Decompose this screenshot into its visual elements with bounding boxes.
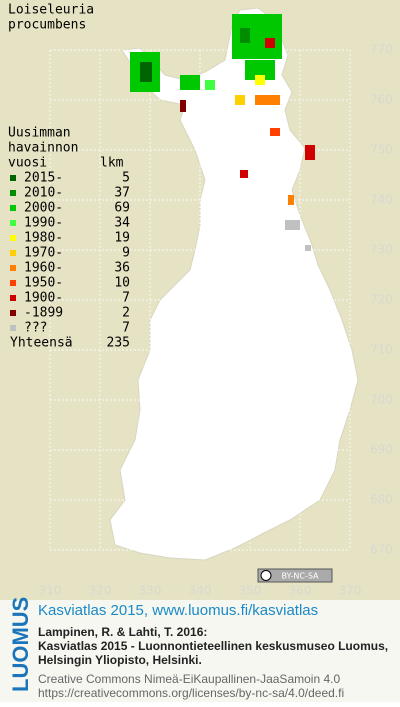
legend-count: 69	[114, 201, 130, 216]
occurrence-square	[240, 170, 248, 178]
occurrence-square	[205, 80, 215, 90]
east-label: 360	[289, 584, 312, 598]
legend-swatch	[10, 310, 16, 316]
legend-label: 1980-	[24, 231, 63, 246]
legend-label: -1899	[24, 306, 63, 321]
occurrence-squares	[130, 14, 315, 251]
legend-label: 1950-	[24, 276, 63, 291]
legend-swatch	[10, 175, 16, 181]
legend-swatch	[10, 250, 16, 256]
occurrence-square	[285, 220, 300, 230]
legend-count: 10	[114, 276, 130, 291]
license-url[interactable]: https://creativecommons.org/licenses/by-…	[38, 686, 344, 700]
legend-total-label: Yhteensä	[10, 336, 73, 351]
occurrence-square	[180, 75, 200, 90]
labels: Loiseleuria procumbens Uusimman havainno…	[8, 3, 393, 598]
east-label: 310	[39, 584, 62, 598]
species-name: Loiseleuria	[8, 3, 94, 18]
legend-swatch	[10, 235, 16, 241]
coordinate-grid	[49, 49, 351, 551]
occurrence-square	[255, 95, 280, 105]
legend-count: 7	[122, 291, 130, 306]
occurrence-square	[255, 75, 265, 85]
legend-label: 1970-	[24, 246, 63, 261]
legend-swatch	[10, 205, 16, 211]
occurrence-square	[240, 28, 250, 43]
north-label: 760	[370, 93, 393, 107]
east-label: 370	[339, 584, 362, 598]
legend-count: 2	[122, 306, 130, 321]
occurrence-square	[235, 95, 245, 105]
occurrence-square	[270, 128, 280, 136]
legend-count: 9	[122, 246, 130, 261]
legend-count: 5	[122, 171, 130, 186]
badge-text: BY-NC-SA	[281, 572, 319, 581]
occurrence-square	[305, 145, 315, 160]
north-label: 670	[370, 543, 393, 557]
occurrence-square	[140, 62, 152, 82]
legend-total: 235	[107, 336, 130, 351]
north-label: 730	[370, 243, 393, 257]
legend-heading: havainnon	[8, 141, 78, 156]
legend-label: 2000-	[24, 201, 63, 216]
legend-count: 34	[114, 216, 130, 231]
legend-heading: Uusimman	[8, 126, 71, 141]
occurrence-square	[288, 195, 294, 205]
legend-label: 2015-	[24, 171, 63, 186]
north-label: 720	[370, 293, 393, 307]
badge-icon	[260, 570, 272, 581]
legend-label: ???	[24, 321, 47, 336]
legend-count: 36	[114, 261, 130, 276]
east-label: 350	[239, 584, 262, 598]
legend-swatch	[10, 325, 16, 331]
east-label: 320	[89, 584, 112, 598]
occurrence-square	[265, 38, 275, 48]
legend-label: 1960-	[24, 261, 63, 276]
occurrence-square	[305, 245, 311, 251]
occurrence-square	[232, 14, 282, 59]
north-label: 690	[370, 443, 393, 457]
north-label: 700	[370, 393, 393, 407]
legend-swatch	[10, 220, 16, 226]
occurrence-square	[180, 100, 186, 112]
license-badge: BY-NC-SA	[257, 568, 333, 583]
legend-swatch	[10, 265, 16, 271]
legend-heading: vuosi	[8, 156, 47, 171]
north-label: 710	[370, 343, 393, 357]
citation: Lampinen, R. & Lahti, T. 2016:	[38, 625, 207, 639]
legend-swatch	[10, 295, 16, 301]
east-label: 340	[189, 584, 212, 598]
legend-label: 2010-	[24, 186, 63, 201]
legend-count: 19	[114, 231, 130, 246]
legend-count-heading: lkm	[100, 156, 124, 171]
badge-frame	[257, 568, 333, 583]
legend-count: 37	[114, 186, 130, 201]
logo: LUOMUS	[8, 597, 33, 692]
legend-count: 7	[122, 321, 130, 336]
citation: Kasviatlas 2015 - Luonnontieteellinen ke…	[38, 639, 388, 653]
license-text: Creative Commons Nimeä-EiKaupallinen-Jaa…	[38, 672, 340, 686]
legend-swatch	[10, 280, 16, 286]
citation: Helsingin Yliopisto, Helsinki.	[38, 653, 202, 667]
footer-background	[0, 600, 400, 702]
east-label: 330	[139, 584, 162, 598]
north-label: 680	[370, 493, 393, 507]
north-label: 740	[370, 193, 393, 207]
legend-label: 1990-	[24, 216, 63, 231]
legend-label: 1900-	[24, 291, 63, 306]
north-label: 750	[370, 143, 393, 157]
occurrence-square	[245, 60, 275, 80]
legend-swatch	[10, 190, 16, 196]
north-label: 770	[370, 43, 393, 57]
species-name: procumbens	[8, 18, 86, 33]
link[interactable]: Kasviatlas 2015, www.luomus.fi/kasviatla…	[38, 602, 318, 619]
